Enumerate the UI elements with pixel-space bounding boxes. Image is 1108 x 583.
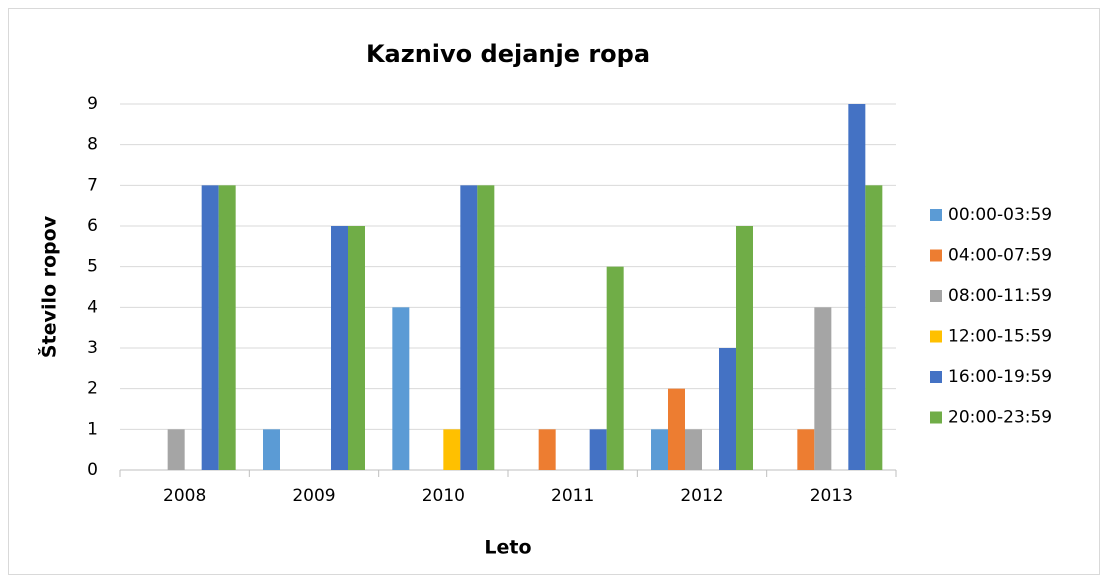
y-tick-label: 2 (87, 379, 98, 399)
chart-title: Kaznivo dejanje ropa (366, 40, 650, 68)
bar (651, 429, 668, 470)
bar (685, 429, 702, 470)
bar (668, 388, 685, 470)
bar (218, 185, 236, 471)
y-tick-label: 5 (87, 257, 98, 277)
x-axis-label: Leto (484, 537, 531, 559)
legend-swatch (930, 330, 942, 343)
y-tick-label: 9 (87, 94, 98, 114)
legend-swatch (930, 290, 942, 302)
legend-label: 16:00-19:59 (948, 367, 1052, 387)
bar (331, 226, 348, 470)
legend-swatch (930, 371, 942, 383)
chart-border (8, 8, 1100, 575)
bar (392, 307, 410, 470)
x-tick-label: 2013 (810, 486, 853, 506)
y-tick-label: 4 (87, 297, 98, 317)
x-tick-label: 2011 (551, 486, 594, 506)
bar (736, 226, 753, 470)
legend-swatch (930, 411, 942, 424)
x-tick-label: 2008 (163, 486, 206, 506)
bar (719, 348, 736, 470)
y-tick-label: 1 (87, 419, 98, 439)
bar (865, 185, 883, 471)
legend-label: 20:00-23:59 (948, 408, 1052, 428)
legend-label: 04:00-07:59 (948, 246, 1052, 266)
legend-label: 12:00-15:59 (948, 327, 1052, 347)
y-tick-label: 8 (87, 135, 98, 155)
legend-swatch (930, 249, 942, 262)
y-tick-label: 0 (87, 460, 98, 480)
legend-swatch (930, 209, 942, 221)
x-tick-label: 2010 (422, 486, 465, 506)
y-tick-label: 7 (87, 175, 98, 195)
bar (797, 429, 815, 470)
y-tick-label: 6 (87, 216, 98, 236)
y-axis-label: Število ropov (37, 215, 61, 358)
legend-label: 00:00-03:59 (948, 205, 1052, 225)
legend-label: 08:00-11:59 (948, 286, 1052, 306)
bar (477, 185, 495, 471)
y-tick-label: 3 (87, 338, 98, 358)
bar (348, 226, 365, 470)
x-tick-label: 2009 (292, 486, 335, 506)
bar (263, 429, 280, 470)
bar (201, 185, 219, 471)
bar (848, 104, 866, 470)
bar (443, 429, 461, 470)
bar (460, 185, 478, 471)
bar (606, 266, 624, 470)
bar (589, 429, 607, 470)
bar (167, 429, 185, 470)
bar (538, 429, 556, 470)
x-tick-label: 2012 (680, 486, 723, 506)
bar (814, 307, 832, 470)
